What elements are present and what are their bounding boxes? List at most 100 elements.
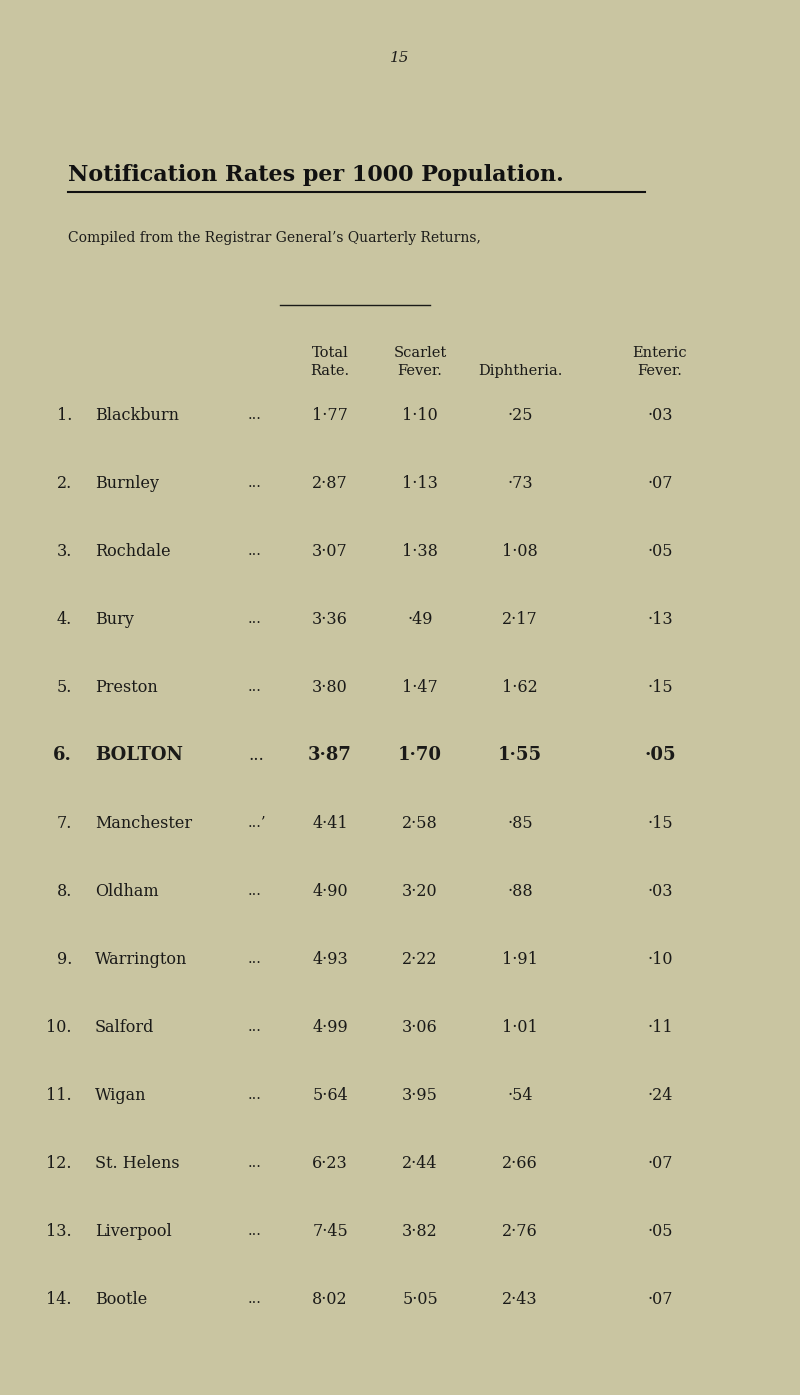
Text: 7.: 7. xyxy=(57,815,72,831)
Text: 7·45: 7·45 xyxy=(312,1222,348,1240)
Text: Warrington: Warrington xyxy=(95,950,187,968)
Text: Enteric: Enteric xyxy=(633,346,687,360)
Text: Burnley: Burnley xyxy=(95,474,159,491)
Text: Rate.: Rate. xyxy=(310,364,350,378)
Text: ...: ... xyxy=(248,1223,262,1237)
Text: ·05: ·05 xyxy=(647,543,673,559)
Text: 6·23: 6·23 xyxy=(312,1155,348,1172)
Text: ...: ... xyxy=(248,884,262,898)
Text: 5·64: 5·64 xyxy=(312,1087,348,1103)
Text: 2·43: 2·43 xyxy=(502,1290,538,1307)
Text: 2·66: 2·66 xyxy=(502,1155,538,1172)
Text: ·07: ·07 xyxy=(647,474,673,491)
Text: 1·08: 1·08 xyxy=(502,543,538,559)
Text: ...: ... xyxy=(248,1088,262,1102)
Text: 1·77: 1·77 xyxy=(312,406,348,424)
Text: 3·07: 3·07 xyxy=(312,543,348,559)
Text: 4.: 4. xyxy=(57,611,72,628)
Text: Rochdale: Rochdale xyxy=(95,543,170,559)
Text: ...’: ...’ xyxy=(248,816,266,830)
Text: ...: ... xyxy=(248,407,262,423)
Text: Total: Total xyxy=(312,346,348,360)
Text: ...: ... xyxy=(248,679,262,693)
Text: St. Helens: St. Helens xyxy=(95,1155,180,1172)
Text: ...: ... xyxy=(248,1020,262,1034)
Text: ·88: ·88 xyxy=(507,883,533,900)
Text: 1·01: 1·01 xyxy=(502,1018,538,1035)
Text: Notification Rates per 1000 Population.: Notification Rates per 1000 Population. xyxy=(68,165,564,186)
Text: 6.: 6. xyxy=(53,746,72,764)
Text: 3·36: 3·36 xyxy=(312,611,348,628)
Text: 4·90: 4·90 xyxy=(312,883,348,900)
Text: ...: ... xyxy=(248,544,262,558)
Text: Blackburn: Blackburn xyxy=(95,406,179,424)
Text: 1·38: 1·38 xyxy=(402,543,438,559)
Text: Preston: Preston xyxy=(95,678,158,696)
Text: 1·10: 1·10 xyxy=(402,406,438,424)
Text: 3·06: 3·06 xyxy=(402,1018,438,1035)
Text: 10.: 10. xyxy=(46,1018,72,1035)
Text: 12.: 12. xyxy=(46,1155,72,1172)
Text: Diphtheria.: Diphtheria. xyxy=(478,364,562,378)
Text: Liverpool: Liverpool xyxy=(95,1222,172,1240)
Text: 1·62: 1·62 xyxy=(502,678,538,696)
Text: ·05: ·05 xyxy=(644,746,676,764)
Text: ·73: ·73 xyxy=(507,474,533,491)
Text: ·25: ·25 xyxy=(507,406,533,424)
Text: ·03: ·03 xyxy=(647,406,673,424)
Text: Salford: Salford xyxy=(95,1018,154,1035)
Text: 2.: 2. xyxy=(57,474,72,491)
Text: ...: ... xyxy=(248,746,264,763)
Text: ...: ... xyxy=(248,612,262,626)
Text: Manchester: Manchester xyxy=(95,815,192,831)
Text: 14.: 14. xyxy=(46,1290,72,1307)
Text: ·05: ·05 xyxy=(647,1222,673,1240)
Text: 4·41: 4·41 xyxy=(312,815,348,831)
Text: 5·05: 5·05 xyxy=(402,1290,438,1307)
Text: 2·22: 2·22 xyxy=(402,950,438,968)
Text: ·07: ·07 xyxy=(647,1290,673,1307)
Text: ...: ... xyxy=(248,951,262,965)
Text: 2·76: 2·76 xyxy=(502,1222,538,1240)
Text: 2·58: 2·58 xyxy=(402,815,438,831)
Text: 1·91: 1·91 xyxy=(502,950,538,968)
Text: 3·87: 3·87 xyxy=(308,746,352,764)
Text: ·10: ·10 xyxy=(647,950,673,968)
Text: 8.: 8. xyxy=(57,883,72,900)
Text: 15: 15 xyxy=(390,52,410,66)
Text: 4·99: 4·99 xyxy=(312,1018,348,1035)
Text: 13.: 13. xyxy=(46,1222,72,1240)
Text: 3·20: 3·20 xyxy=(402,883,438,900)
Text: Wigan: Wigan xyxy=(95,1087,146,1103)
Text: 1·55: 1·55 xyxy=(498,746,542,764)
Text: ...: ... xyxy=(248,1156,262,1170)
Text: ·85: ·85 xyxy=(507,815,533,831)
Text: ·07: ·07 xyxy=(647,1155,673,1172)
Text: 1·70: 1·70 xyxy=(398,746,442,764)
Text: ...: ... xyxy=(248,476,262,490)
Text: Compiled from the Registrar General’s Quarterly Returns,: Compiled from the Registrar General’s Qu… xyxy=(68,232,481,246)
Text: Fever.: Fever. xyxy=(638,364,682,378)
Text: 8·02: 8·02 xyxy=(312,1290,348,1307)
Text: ·49: ·49 xyxy=(407,611,433,628)
Text: 5.: 5. xyxy=(57,678,72,696)
Text: 2·17: 2·17 xyxy=(502,611,538,628)
Text: Fever.: Fever. xyxy=(398,364,442,378)
Text: BOLTON: BOLTON xyxy=(95,746,183,764)
Text: 3.: 3. xyxy=(57,543,72,559)
Text: ·03: ·03 xyxy=(647,883,673,900)
Text: Bury: Bury xyxy=(95,611,134,628)
Text: Bootle: Bootle xyxy=(95,1290,147,1307)
Text: 1.: 1. xyxy=(57,406,72,424)
Text: 2·87: 2·87 xyxy=(312,474,348,491)
Text: 1·13: 1·13 xyxy=(402,474,438,491)
Text: 3·80: 3·80 xyxy=(312,678,348,696)
Text: 3·95: 3·95 xyxy=(402,1087,438,1103)
Text: 4·93: 4·93 xyxy=(312,950,348,968)
Text: Oldham: Oldham xyxy=(95,883,158,900)
Text: 2·44: 2·44 xyxy=(402,1155,438,1172)
Text: 9.: 9. xyxy=(57,950,72,968)
Text: ...: ... xyxy=(248,1292,262,1306)
Text: ·24: ·24 xyxy=(647,1087,673,1103)
Text: 3·82: 3·82 xyxy=(402,1222,438,1240)
